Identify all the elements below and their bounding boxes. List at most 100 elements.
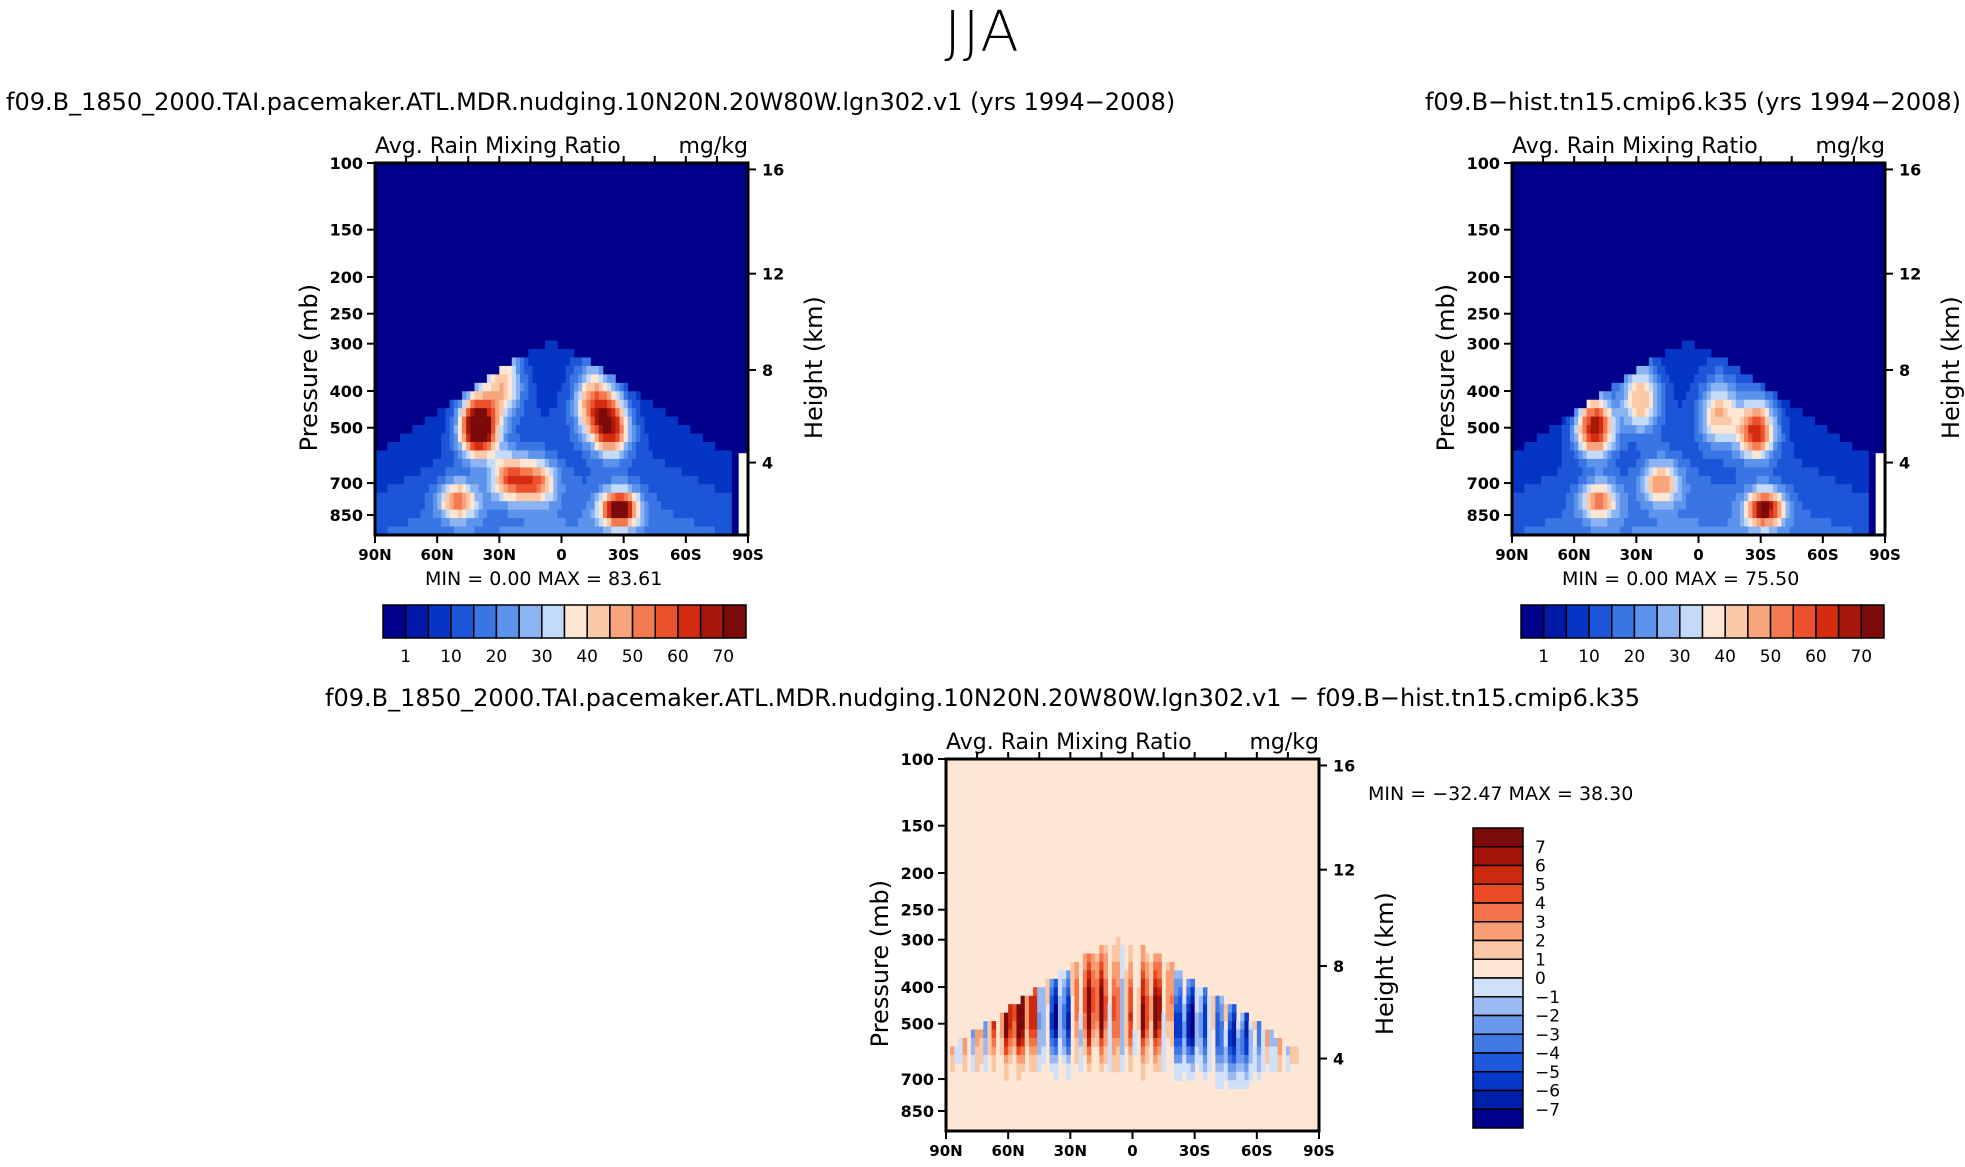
field-cell [1115, 936, 1121, 946]
field-cell [1669, 416, 1675, 426]
field-cell [515, 501, 521, 511]
field-cell [1178, 978, 1183, 988]
field-cell [590, 442, 596, 451]
field-cell [387, 492, 392, 502]
field-cell [1669, 442, 1675, 451]
field-cell [1512, 467, 1517, 477]
field-cell [486, 467, 492, 477]
field-cell [714, 475, 720, 485]
field-cell [1831, 458, 1836, 468]
field-cell [1570, 458, 1575, 468]
field-cell [582, 484, 587, 494]
field-cell [999, 1029, 1005, 1039]
field-cell [1565, 458, 1571, 468]
field-cell [1028, 1029, 1034, 1039]
field-cell [1785, 518, 1791, 527]
field-cell [1777, 399, 1782, 409]
field-cell [1260, 1046, 1266, 1056]
field-cell [1847, 492, 1853, 502]
field-cell [607, 484, 612, 494]
field-cell [1793, 458, 1799, 468]
field-cell [1773, 425, 1778, 434]
field-cell [1818, 450, 1824, 460]
field-cell [1128, 961, 1133, 971]
field-cell [1847, 442, 1853, 451]
field-cell [553, 408, 558, 418]
field-cell [561, 458, 567, 468]
field-cell [1644, 365, 1650, 375]
field-cell [615, 433, 620, 443]
field-cell [702, 526, 707, 535]
field-cell [582, 416, 587, 426]
field-cell [1120, 970, 1125, 980]
field-cell [1681, 374, 1687, 384]
field-cell [573, 374, 579, 384]
field-cell [1277, 1054, 1283, 1064]
field-cell [1265, 1029, 1270, 1039]
field-cell [453, 399, 459, 409]
field-cell [1252, 1021, 1258, 1030]
field-cell [1178, 1071, 1183, 1081]
field-cell [1636, 399, 1641, 409]
field-cell [412, 501, 417, 511]
field-cell [1049, 1012, 1055, 1022]
field-cell [681, 518, 687, 527]
field-cell [515, 416, 521, 426]
field-cell [549, 492, 554, 502]
field-cell [1066, 1021, 1071, 1030]
field-cell [1561, 425, 1567, 434]
field-cell [499, 416, 504, 426]
field-cell [627, 442, 633, 451]
field-cell [453, 467, 459, 477]
field-cell [1049, 1046, 1055, 1056]
field-cell [1636, 365, 1641, 375]
field-cell [1161, 1054, 1167, 1064]
field-cell [598, 475, 604, 485]
field-cell [652, 416, 658, 426]
field-cell [1536, 501, 1542, 511]
field-cell [1086, 1029, 1092, 1039]
field-cell [1153, 961, 1158, 971]
field-cell [1648, 526, 1654, 535]
field-cell [665, 442, 670, 451]
field-cell [1644, 518, 1650, 527]
field-cell [1648, 501, 1654, 511]
field-cell [590, 475, 596, 485]
field-cell [491, 509, 496, 519]
field-cell [1603, 526, 1608, 535]
field-cell [694, 492, 699, 502]
field-cell [1082, 987, 1088, 997]
field-cell [1756, 391, 1762, 401]
field-cell [524, 442, 529, 451]
field-cell [1190, 1029, 1196, 1039]
field-cell [1690, 357, 1695, 367]
field-cell [1557, 425, 1563, 434]
colorbar-box [1860, 604, 1885, 639]
field-cell [1847, 509, 1853, 519]
field-cell [1582, 408, 1587, 418]
field-cell [1781, 526, 1786, 535]
field-cell [1557, 526, 1563, 535]
field-cell [511, 526, 517, 535]
field-cell [1107, 1021, 1113, 1030]
field-cell [1599, 501, 1604, 511]
field-cell [1669, 391, 1675, 401]
field-cell [1719, 442, 1724, 451]
field-cell [660, 501, 666, 511]
field-cell [578, 450, 583, 460]
field-cell [1111, 1004, 1117, 1014]
field-cell [640, 492, 645, 502]
field-cell [503, 425, 509, 434]
field-cell [1008, 1021, 1013, 1030]
field-cell [706, 509, 712, 519]
field-cell [1240, 1012, 1245, 1022]
field-cell [445, 518, 450, 527]
field-cell [1057, 987, 1063, 997]
field-cell [1082, 961, 1088, 971]
field-cell [710, 518, 716, 527]
field-cell [557, 518, 562, 527]
field-cell [1574, 501, 1579, 511]
panel-right [1504, 156, 1893, 639]
field-cell [486, 492, 492, 502]
field-cell [569, 526, 575, 535]
